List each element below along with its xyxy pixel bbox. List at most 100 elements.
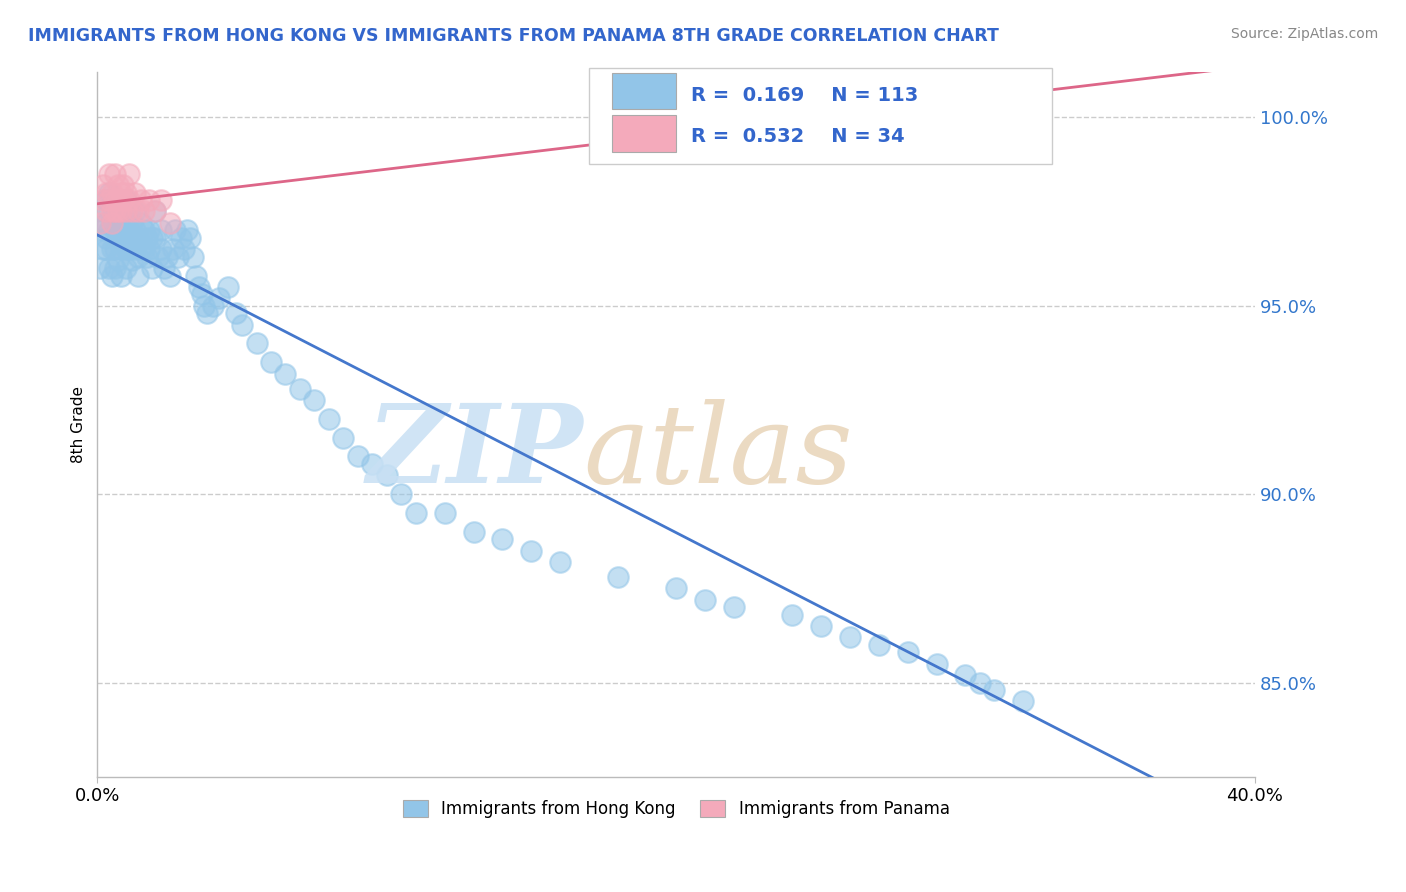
Point: [124, 223, 146, 237]
Point: [104, 204, 127, 219]
Point: [110, 186, 132, 200]
Text: Source: ZipAtlas.com: Source: ZipAtlas.com: [1230, 27, 1378, 41]
Point: [202, 299, 225, 313]
Point: [260, 355, 283, 369]
Point: [112, 193, 135, 207]
Point: [245, 336, 267, 351]
Point: [118, 193, 141, 207]
Point: [187, 280, 209, 294]
Point: [153, 260, 176, 275]
Point: [110, 268, 132, 283]
Point: [124, 186, 146, 200]
Point: [132, 204, 155, 219]
Point: [115, 204, 138, 219]
Point: [118, 223, 141, 237]
Point: [810, 106, 832, 120]
Point: [104, 193, 127, 207]
Point: [124, 242, 146, 256]
Point: [141, 260, 163, 275]
Point: [190, 287, 212, 301]
Point: [104, 242, 127, 256]
Point: [94, 193, 117, 207]
Point: [110, 204, 132, 219]
Point: [107, 178, 129, 192]
Point: [132, 223, 155, 237]
Point: [463, 524, 485, 539]
Point: [162, 242, 184, 256]
Point: [159, 268, 181, 283]
Point: [110, 242, 132, 256]
Point: [107, 223, 129, 237]
Point: [112, 178, 135, 192]
FancyBboxPatch shape: [613, 73, 676, 110]
Point: [231, 318, 253, 332]
Point: [955, 668, 977, 682]
Point: [184, 268, 207, 283]
Point: [101, 193, 124, 207]
Point: [97, 167, 120, 181]
Point: [491, 533, 513, 547]
Point: [94, 216, 117, 230]
Point: [135, 231, 157, 245]
Point: [274, 367, 297, 381]
Point: [607, 570, 630, 584]
Point: [969, 675, 991, 690]
Point: [141, 231, 163, 245]
Point: [115, 186, 138, 200]
Point: [107, 253, 129, 268]
Point: [225, 306, 247, 320]
Point: [173, 242, 195, 256]
Point: [868, 638, 890, 652]
Point: [112, 216, 135, 230]
Point: [127, 250, 149, 264]
Point: [127, 231, 149, 245]
Point: [181, 250, 204, 264]
Point: [143, 204, 166, 219]
Point: [346, 450, 368, 464]
Point: [94, 186, 117, 200]
Point: [121, 216, 143, 230]
Point: [124, 204, 146, 219]
Point: [170, 231, 193, 245]
Point: [104, 223, 127, 237]
Point: [107, 231, 129, 245]
Point: [318, 411, 340, 425]
Point: [115, 242, 138, 256]
Point: [89, 260, 111, 275]
Point: [176, 223, 198, 237]
Point: [135, 250, 157, 264]
Point: [838, 631, 860, 645]
Point: [159, 216, 181, 230]
Point: [118, 242, 141, 256]
Text: R =  0.169    N = 113: R = 0.169 N = 113: [692, 87, 918, 105]
Point: [983, 683, 1005, 698]
Point: [150, 193, 173, 207]
Point: [91, 178, 114, 192]
Text: ZIP: ZIP: [367, 399, 583, 507]
FancyBboxPatch shape: [589, 69, 1052, 163]
Point: [405, 506, 427, 520]
Point: [101, 268, 124, 283]
Point: [780, 607, 803, 622]
Point: [107, 193, 129, 207]
Point: [91, 193, 114, 207]
Point: [104, 204, 127, 219]
Point: [146, 250, 169, 264]
Point: [375, 468, 398, 483]
Text: IMMIGRANTS FROM HONG KONG VS IMMIGRANTS FROM PANAMA 8TH GRADE CORRELATION CHART: IMMIGRANTS FROM HONG KONG VS IMMIGRANTS …: [28, 27, 1000, 45]
Point: [208, 291, 231, 305]
Point: [104, 167, 127, 181]
Point: [195, 306, 218, 320]
Point: [550, 555, 572, 569]
Point: [112, 231, 135, 245]
Point: [129, 193, 152, 207]
Point: [304, 392, 326, 407]
Point: [810, 619, 832, 633]
Point: [121, 253, 143, 268]
Point: [129, 216, 152, 230]
Point: [217, 280, 239, 294]
Point: [115, 223, 138, 237]
Point: [127, 204, 149, 219]
Point: [1012, 694, 1035, 708]
Point: [115, 193, 138, 207]
